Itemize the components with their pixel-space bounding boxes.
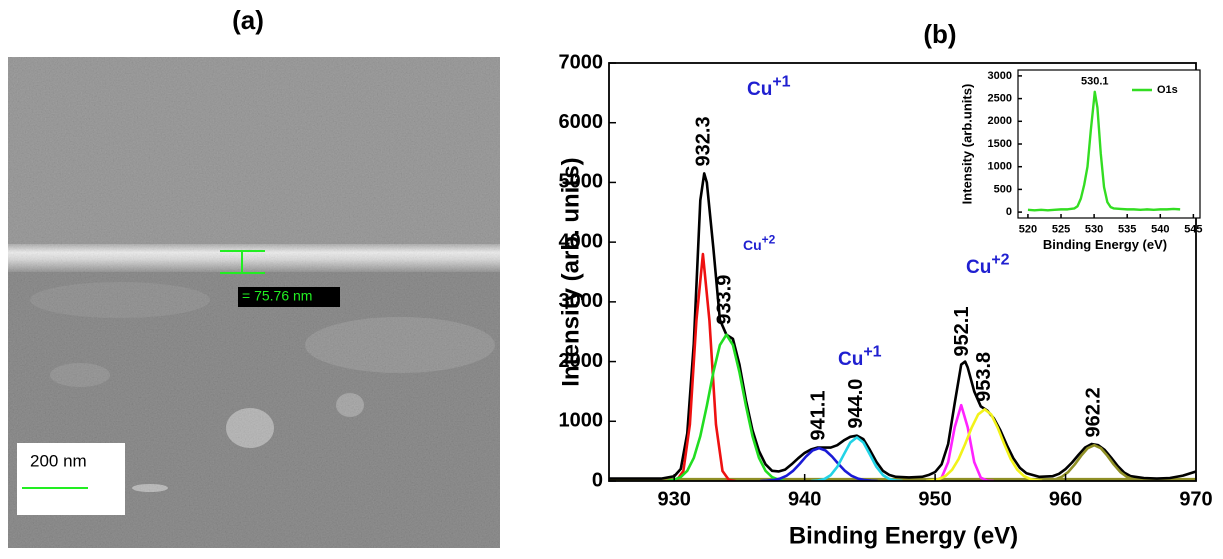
y-tick-label: 3000 [559, 290, 604, 312]
y-tick-label: 6000 [559, 111, 604, 133]
series-line [670, 252, 736, 481]
series-group [609, 172, 1196, 481]
y-tick-label: 2500 [988, 93, 1012, 105]
series-line [609, 172, 1196, 480]
y-tick-label: 0 [592, 469, 603, 491]
annotation-sup: +2 [991, 252, 1009, 269]
x-axis-label: Binding Energy (eV) [789, 522, 1018, 549]
peak-label: 953.8 [973, 352, 995, 402]
sem-image [8, 57, 500, 548]
scale-bar-box [17, 443, 125, 515]
y-tick-label: 2000 [559, 350, 604, 372]
peak-label: 962.2 [1083, 387, 1105, 437]
measurement-box [238, 287, 340, 307]
x-tick-label: 535 [1118, 224, 1136, 236]
x-tick-label: 530 [1085, 224, 1103, 236]
annotation-text: Cu [966, 257, 991, 278]
series-line [925, 408, 1044, 481]
annotation-sup: +1 [863, 344, 881, 361]
legend-label: O1s [1157, 84, 1178, 96]
annotation: Cu+1 [838, 344, 882, 370]
y-axis-label: Intensity (arb. units) [557, 157, 584, 386]
annotation-sup: +2 [762, 233, 776, 247]
x-axis-label: Binding Energy (eV) [1043, 237, 1167, 252]
x-tick-label: 960 [1049, 488, 1082, 510]
series-line [811, 436, 903, 481]
peak-label: 944.0 [845, 379, 867, 429]
annotation-sup: +1 [772, 74, 790, 91]
x-tick-label: 950 [918, 488, 951, 510]
x-tick-label: 525 [1052, 224, 1070, 236]
x-tick-label: 545 [1184, 224, 1202, 236]
peak-label: 952.1 [951, 306, 973, 356]
plot-area [1018, 70, 1200, 218]
y-tick-label: 1000 [559, 410, 604, 432]
y-tick-label: 4000 [559, 230, 604, 252]
y-axis-label: Intensity (arb.units) [959, 84, 974, 205]
series-line [1027, 90, 1181, 212]
peak-label: 941.1 [807, 390, 829, 440]
annotation-text: Cu [747, 79, 772, 100]
x-tick-label: 520 [1019, 224, 1037, 236]
y-tick-label: 0 [1006, 206, 1012, 218]
annotation: Cu+2 [966, 252, 1010, 278]
axis-frame [608, 62, 1197, 482]
annotation: Cu+2 [743, 233, 776, 253]
annotation-text: Cu [838, 349, 863, 370]
peak-label: 933.9 [713, 275, 735, 325]
y-tick-label: 1500 [988, 138, 1012, 150]
x-tick-label: 940 [788, 488, 821, 510]
chart-title: (b) [923, 19, 956, 49]
y-tick-label: 7000 [559, 51, 604, 73]
peak-label: 932.3 [693, 116, 715, 166]
x-tick-label: 930 [658, 488, 691, 510]
series-line [760, 446, 878, 481]
x-tick-label: 970 [1179, 488, 1212, 510]
thickness-marker [220, 250, 265, 274]
measurement-label: = 75.76 nm [242, 288, 312, 304]
annotation: Cu+1 [747, 74, 791, 100]
y-tick-label: 500 [994, 183, 1012, 195]
peak-label: 530.1 [1081, 76, 1109, 88]
y-tick-label: 3000 [988, 70, 1012, 82]
series-line [1041, 443, 1147, 481]
y-tick-label: 2000 [988, 115, 1012, 127]
annotation-text: Cu [743, 237, 762, 253]
series-group [1027, 90, 1181, 212]
y-tick-label: 1000 [988, 161, 1012, 173]
scale-bar-label: 200 nm [30, 451, 87, 470]
x-tick-label: 540 [1151, 224, 1169, 236]
y-tick-label: 5000 [559, 171, 604, 193]
panel-label: (a) [232, 5, 264, 35]
series-line [667, 333, 786, 481]
